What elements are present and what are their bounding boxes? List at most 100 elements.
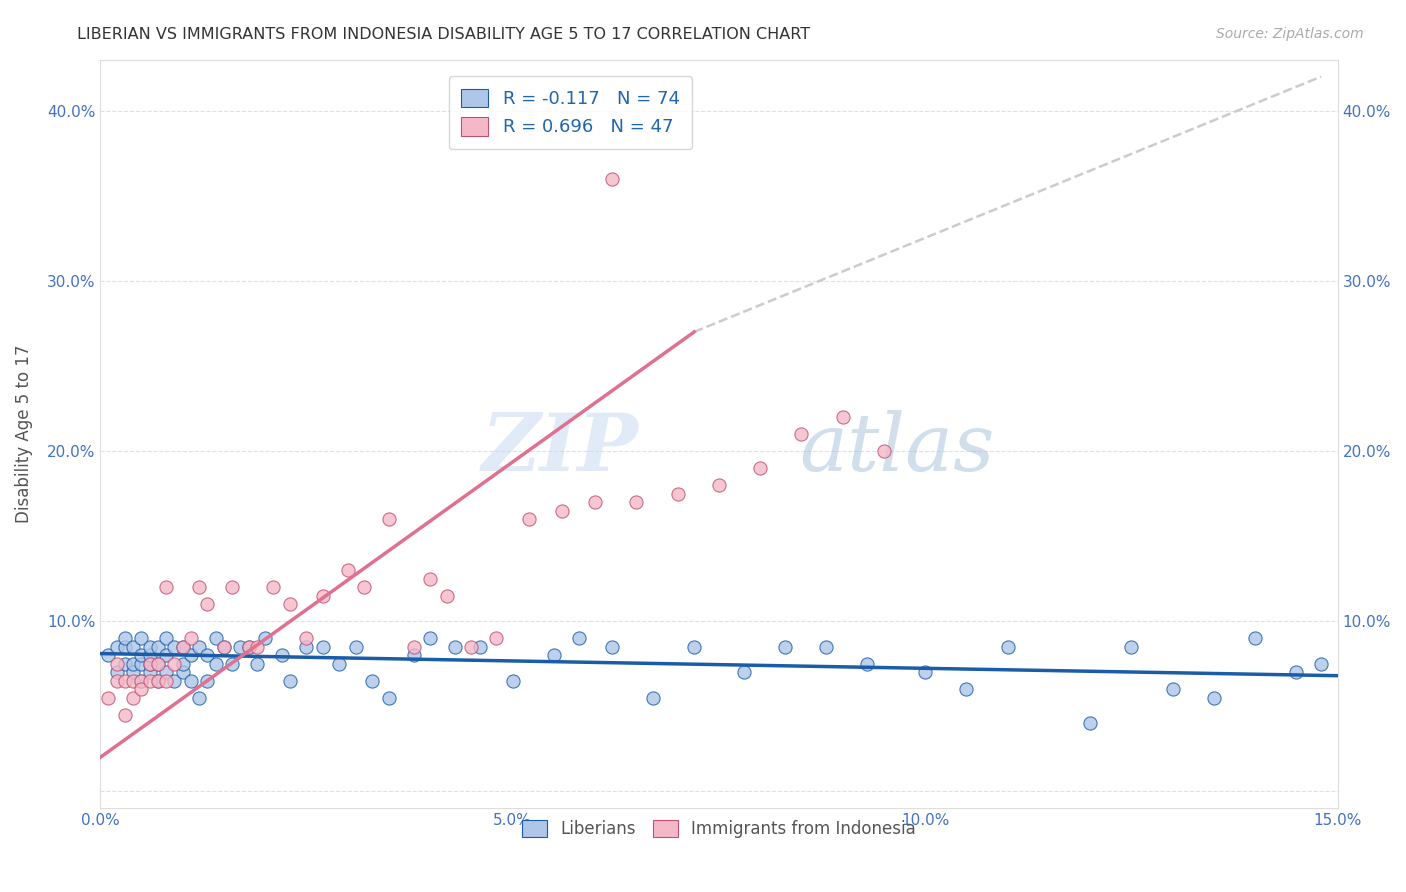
Point: [131, 673, 153, 688]
Y-axis label: Disability Age 5 to 17: Disability Age 5 to 17: [15, 345, 32, 524]
Point: [131, 648, 153, 663]
Point: [155, 632, 177, 646]
Point: [114, 707, 136, 722]
Point: [856, 657, 879, 671]
Point: [131, 682, 153, 697]
Point: [197, 648, 219, 663]
Point: [551, 503, 574, 517]
Point: [246, 640, 269, 654]
Point: [146, 673, 169, 688]
Point: [146, 657, 169, 671]
Point: [180, 632, 202, 646]
Point: [402, 640, 425, 654]
Point: [328, 657, 350, 671]
Point: [344, 640, 367, 654]
Point: [238, 640, 260, 654]
Text: LIBERIAN VS IMMIGRANTS FROM INDONESIA DISABILITY AGE 5 TO 17 CORRELATION CHART: LIBERIAN VS IMMIGRANTS FROM INDONESIA DI…: [77, 27, 810, 42]
Point: [955, 682, 977, 697]
Point: [197, 597, 219, 611]
Point: [626, 495, 648, 509]
Point: [419, 632, 441, 646]
Point: [105, 673, 128, 688]
Point: [172, 640, 194, 654]
Point: [188, 640, 211, 654]
Point: [122, 640, 145, 654]
Point: [139, 665, 162, 680]
Point: [114, 657, 136, 671]
Point: [683, 640, 706, 654]
Point: [139, 673, 162, 688]
Point: [312, 589, 335, 603]
Point: [444, 640, 467, 654]
Point: [105, 640, 128, 654]
Point: [263, 580, 285, 594]
Point: [146, 657, 169, 671]
Point: [733, 665, 755, 680]
Point: [172, 665, 194, 680]
Point: [221, 580, 243, 594]
Point: [163, 640, 186, 654]
Point: [131, 657, 153, 671]
Point: [419, 572, 441, 586]
Point: [361, 673, 384, 688]
Point: [278, 673, 301, 688]
Point: [212, 640, 235, 654]
Point: [155, 580, 177, 594]
Point: [1310, 657, 1333, 671]
Point: [295, 640, 318, 654]
Legend: Liberians, Immigrants from Indonesia: Liberians, Immigrants from Indonesia: [516, 814, 922, 845]
Point: [402, 648, 425, 663]
Point: [485, 632, 508, 646]
Point: [229, 640, 252, 654]
Point: [180, 673, 202, 688]
Text: Source: ZipAtlas.com: Source: ZipAtlas.com: [1216, 27, 1364, 41]
Point: [155, 673, 177, 688]
Point: [105, 665, 128, 680]
Point: [1161, 682, 1184, 697]
Point: [122, 665, 145, 680]
Point: [97, 690, 120, 705]
Point: [815, 640, 838, 654]
Point: [180, 648, 202, 663]
Point: [131, 632, 153, 646]
Point: [600, 171, 623, 186]
Point: [146, 640, 169, 654]
Point: [1078, 716, 1101, 731]
Point: [460, 640, 482, 654]
Point: [131, 673, 153, 688]
Point: [1121, 640, 1143, 654]
Point: [773, 640, 796, 654]
Point: [204, 657, 226, 671]
Point: [543, 648, 565, 663]
Point: [163, 657, 186, 671]
Point: [278, 597, 301, 611]
Point: [583, 495, 606, 509]
Point: [270, 648, 292, 663]
Point: [1202, 690, 1225, 705]
Point: [139, 657, 162, 671]
Point: [221, 657, 243, 671]
Point: [254, 632, 277, 646]
Point: [163, 673, 186, 688]
Point: [139, 648, 162, 663]
Point: [873, 444, 896, 458]
Point: [172, 657, 194, 671]
Point: [600, 640, 623, 654]
Point: [295, 632, 318, 646]
Point: [568, 632, 591, 646]
Point: [749, 461, 772, 475]
Point: [139, 640, 162, 654]
Point: [246, 657, 269, 671]
Point: [666, 486, 689, 500]
Point: [502, 673, 524, 688]
Point: [172, 640, 194, 654]
Point: [468, 640, 491, 654]
Point: [122, 657, 145, 671]
Text: atlas: atlas: [800, 410, 995, 488]
Point: [378, 690, 401, 705]
Point: [378, 512, 401, 526]
Point: [238, 640, 260, 654]
Point: [122, 673, 145, 688]
Point: [831, 409, 853, 424]
Point: [790, 427, 813, 442]
